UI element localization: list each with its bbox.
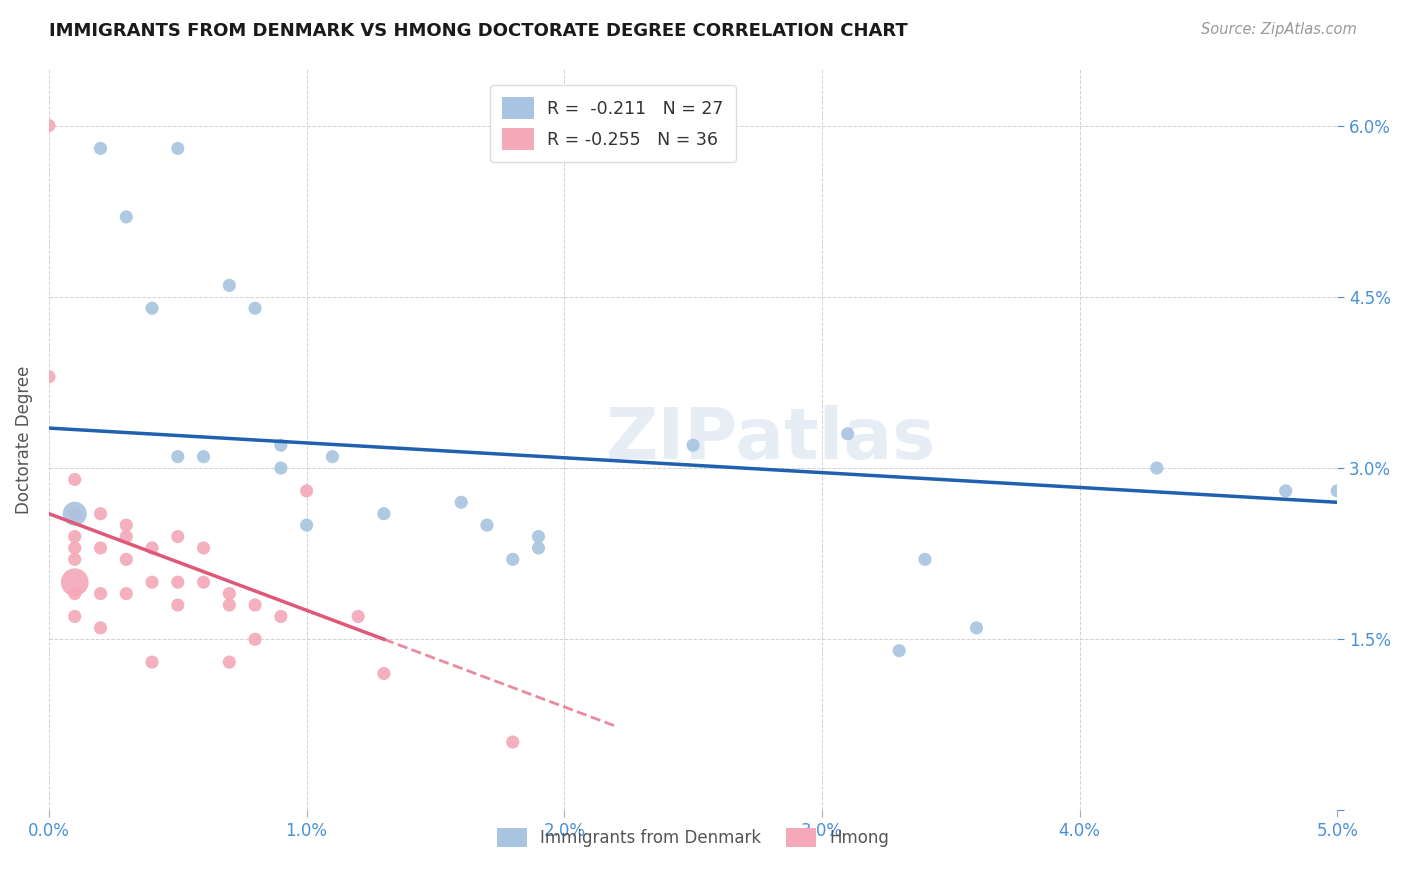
Point	[682, 438, 704, 452]
Point	[115, 529, 138, 543]
Point	[270, 438, 292, 452]
Point	[141, 541, 163, 555]
Point	[218, 598, 240, 612]
Point	[115, 552, 138, 566]
Point	[166, 529, 188, 543]
Point	[270, 609, 292, 624]
Point	[89, 507, 111, 521]
Point	[166, 450, 188, 464]
Point	[63, 529, 86, 543]
Point	[115, 586, 138, 600]
Point	[63, 575, 86, 590]
Point	[475, 518, 498, 533]
Text: IMMIGRANTS FROM DENMARK VS HMONG DOCTORATE DEGREE CORRELATION CHART: IMMIGRANTS FROM DENMARK VS HMONG DOCTORA…	[49, 22, 908, 40]
Point	[1146, 461, 1168, 475]
Point	[270, 461, 292, 475]
Point	[527, 541, 550, 555]
Point	[63, 541, 86, 555]
Point	[450, 495, 472, 509]
Point	[295, 518, 318, 533]
Point	[527, 529, 550, 543]
Point	[63, 552, 86, 566]
Point	[89, 586, 111, 600]
Point	[38, 369, 60, 384]
Point	[166, 575, 188, 590]
Point	[295, 483, 318, 498]
Text: Source: ZipAtlas.com: Source: ZipAtlas.com	[1201, 22, 1357, 37]
Point	[218, 655, 240, 669]
Point	[243, 632, 266, 647]
Point	[889, 643, 911, 657]
Point	[115, 518, 138, 533]
Point	[193, 575, 215, 590]
Point	[141, 575, 163, 590]
Point	[347, 609, 370, 624]
Point	[63, 507, 86, 521]
Point	[321, 450, 343, 464]
Point	[63, 609, 86, 624]
Point	[373, 507, 395, 521]
Point	[166, 141, 188, 155]
Point	[243, 301, 266, 316]
Point	[115, 210, 138, 224]
Point	[89, 541, 111, 555]
Point	[914, 552, 936, 566]
Point	[89, 621, 111, 635]
Point	[141, 301, 163, 316]
Point	[38, 119, 60, 133]
Point	[141, 655, 163, 669]
Point	[63, 473, 86, 487]
Point	[63, 586, 86, 600]
Point	[166, 598, 188, 612]
Point	[63, 507, 86, 521]
Legend: Immigrants from Denmark, Hmong: Immigrants from Denmark, Hmong	[491, 822, 896, 855]
Point	[218, 586, 240, 600]
Point	[89, 141, 111, 155]
Point	[373, 666, 395, 681]
Point	[218, 278, 240, 293]
Point	[837, 426, 859, 441]
Text: ZIPatlas: ZIPatlas	[606, 405, 935, 474]
Point	[1274, 483, 1296, 498]
Point	[193, 450, 215, 464]
Point	[193, 541, 215, 555]
Point	[502, 552, 524, 566]
Point	[966, 621, 988, 635]
Point	[1326, 483, 1348, 498]
Point	[502, 735, 524, 749]
Point	[243, 598, 266, 612]
Y-axis label: Doctorate Degree: Doctorate Degree	[15, 366, 32, 514]
